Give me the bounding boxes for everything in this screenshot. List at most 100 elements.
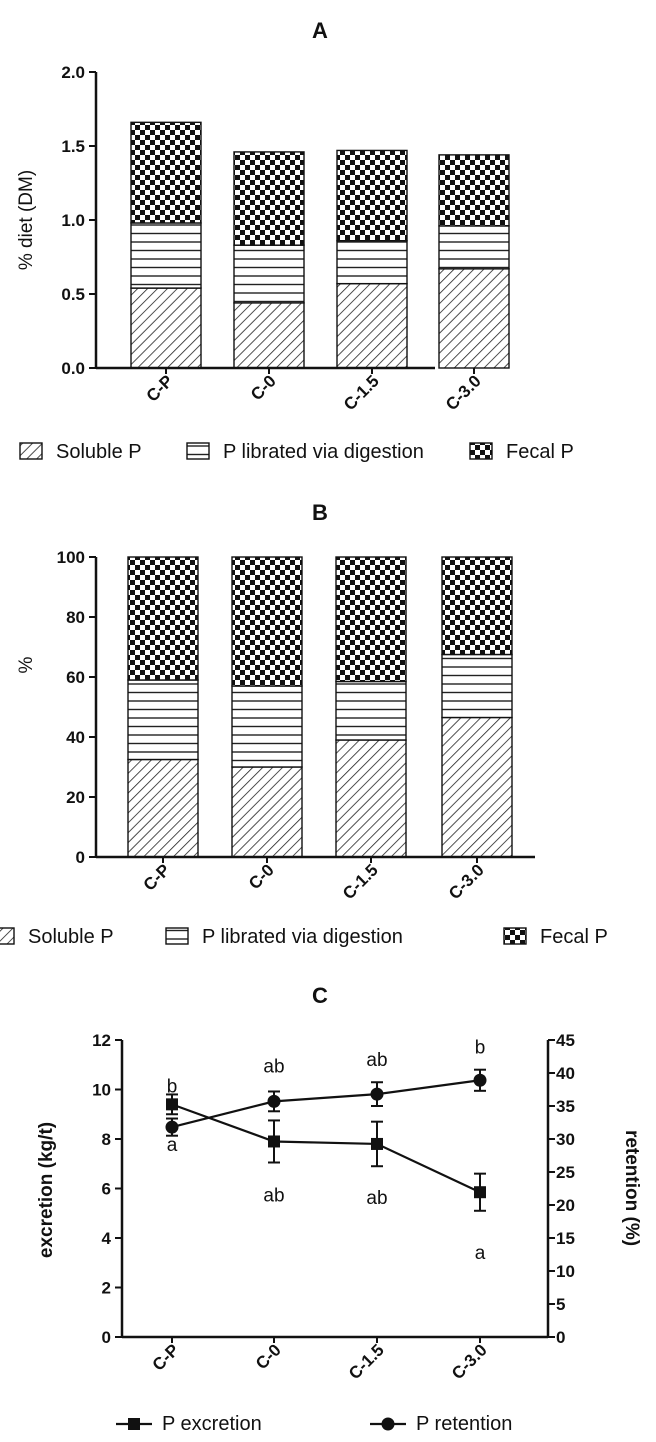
x-tick-label: C-0 xyxy=(245,860,278,893)
y-tick-label: 0.0 xyxy=(61,359,85,378)
point-marker-circle xyxy=(267,1094,281,1108)
bar-segment-C-1.5-1 xyxy=(336,282,408,369)
y-right-tick-label: 45 xyxy=(556,1031,575,1050)
y-tick-label: 40 xyxy=(66,728,85,747)
y-tick-label: 100 xyxy=(57,548,85,567)
y-right-tick-label: 20 xyxy=(556,1196,575,1215)
y-right-tick-label: 35 xyxy=(556,1097,575,1116)
y-tick-label: 80 xyxy=(66,608,85,627)
bar-segment-C-0-3 xyxy=(231,556,303,687)
y-right-tick-label: 15 xyxy=(556,1229,575,1248)
legend-label: P librated via digestion xyxy=(202,926,403,948)
bar-segment-C-P-3 xyxy=(130,121,202,224)
significance-label: ab xyxy=(366,1050,387,1071)
x-tick-label: C-3.0 xyxy=(442,371,485,414)
legend-swatch xyxy=(165,927,189,945)
x-tick-label: C-0 xyxy=(247,371,280,404)
series-line-1 xyxy=(171,1103,481,1194)
point-marker-square xyxy=(268,1135,280,1148)
series-line-2 xyxy=(171,1079,481,1129)
y-right-tick-label: 40 xyxy=(556,1064,575,1083)
significance-label: ab xyxy=(263,1185,284,1206)
panel-title: C xyxy=(312,983,328,1008)
point-marker-square xyxy=(166,1098,178,1111)
bar-segment-C-3.0-1 xyxy=(438,268,510,369)
legend-label: Fecal P xyxy=(540,926,608,948)
bar-segment-C-0-1 xyxy=(233,302,305,369)
legend-label: P excretion xyxy=(162,1413,262,1435)
x-tick-label: C-3.0 xyxy=(445,860,488,903)
x-tick-label: C-3.0 xyxy=(448,1340,491,1383)
legend-swatch xyxy=(0,927,15,945)
legend-swatch xyxy=(469,442,493,460)
legend-marker-square xyxy=(128,1418,140,1430)
y-left-tick-label: 6 xyxy=(102,1180,111,1199)
bar-segment-C-3.0-3 xyxy=(438,154,510,227)
panel-title: B xyxy=(312,500,328,525)
y-left-tick-label: 4 xyxy=(102,1229,112,1248)
significance-label: a xyxy=(475,1243,486,1264)
bar-segment-C-P-1 xyxy=(130,287,202,369)
y-left-tick-label: 0 xyxy=(102,1328,111,1347)
bar-segment-C-0-1 xyxy=(231,766,303,858)
y-right-tick-label: 10 xyxy=(556,1262,575,1281)
y-tick-label: 20 xyxy=(66,788,85,807)
y-axis-label-left: excretion (kg/t) xyxy=(36,1122,57,1258)
bar-segment-C-1.5-2 xyxy=(336,240,408,285)
y-tick-label: 60 xyxy=(66,668,85,687)
x-tick-label: C-P xyxy=(143,371,177,405)
legend-swatch xyxy=(503,927,527,945)
bar-segment-C-P-2 xyxy=(127,679,199,761)
point-marker-square xyxy=(474,1186,486,1199)
y-left-tick-label: 12 xyxy=(92,1031,111,1050)
y-tick-label: 2.0 xyxy=(61,63,85,82)
point-marker-circle xyxy=(370,1087,384,1101)
panel-B: B C-P C-0 C-1.5 C-3.0 0 20 40 60 80 100% Soluble P P… xyxy=(0,500,608,948)
bar-segment-C-3.0-2 xyxy=(438,225,510,270)
y-tick-label: 1.5 xyxy=(61,137,85,156)
y-right-tick-label: 5 xyxy=(556,1295,565,1314)
bar-segment-C-1.5-3 xyxy=(335,556,407,683)
bar-segment-C-1.5-1 xyxy=(335,739,407,858)
legend-swatch xyxy=(186,442,210,460)
y-right-tick-label: 30 xyxy=(556,1130,575,1149)
x-tick-label: C-1.5 xyxy=(339,860,382,903)
y-right-tick-label: 0 xyxy=(556,1328,565,1347)
y-left-tick-label: 8 xyxy=(102,1130,111,1149)
bar-segment-C-0-3 xyxy=(233,151,305,246)
y-tick-label: 0.5 xyxy=(61,285,85,304)
point-marker-circle xyxy=(473,1073,487,1087)
legend-label: Fecal P xyxy=(506,441,574,463)
legend-label: P librated via digestion xyxy=(223,441,424,463)
bar-segment-C-3.0-1 xyxy=(441,716,513,858)
y-axis-label: % diet (DM) xyxy=(16,170,37,270)
significance-label: b xyxy=(475,1037,486,1058)
significance-label: a xyxy=(167,1135,178,1156)
y-left-tick-label: 2 xyxy=(102,1279,111,1298)
bar-segment-C-1.5-3 xyxy=(336,149,408,242)
legend-label: Soluble P xyxy=(28,926,114,948)
y-tick-label: 1.0 xyxy=(61,211,85,230)
y-left-tick-label: 10 xyxy=(92,1081,111,1100)
y-tick-label: 0 xyxy=(76,848,85,867)
y-right-tick-label: 25 xyxy=(556,1163,575,1182)
y-axis-label: % xyxy=(16,656,37,673)
significance-label: ab xyxy=(366,1188,387,1209)
point-marker-square xyxy=(371,1137,383,1150)
significance-label: b xyxy=(167,1076,178,1097)
legend-label: P retention xyxy=(416,1413,512,1435)
bar-segment-C-3.0-2 xyxy=(441,653,513,719)
x-tick-label: C-1.5 xyxy=(345,1340,388,1383)
panel-C: C 0 2 4 6 8 10 12 0 5 10 15 20 25 30 35 40 45 excretion (k… xyxy=(36,983,642,1435)
legend-swatch xyxy=(19,442,43,460)
bar-segment-C-3.0-3 xyxy=(441,556,513,656)
bar-segment-C-P-1 xyxy=(127,758,199,858)
point-marker-circle xyxy=(165,1120,179,1134)
panel-A: A C-P C-0 C-1.5 C-3.0 0.0 0.5 1.0 1.5 2.0 % diet (… xyxy=(16,18,574,463)
legend-marker-circle xyxy=(381,1417,395,1431)
x-tick-label: C-0 xyxy=(252,1340,285,1373)
y-axis-label-right: retention (%) xyxy=(621,1130,642,1246)
bar-segment-C-1.5-2 xyxy=(335,680,407,741)
x-tick-label: C-P xyxy=(140,860,174,894)
bar-segment-C-P-2 xyxy=(130,222,202,289)
